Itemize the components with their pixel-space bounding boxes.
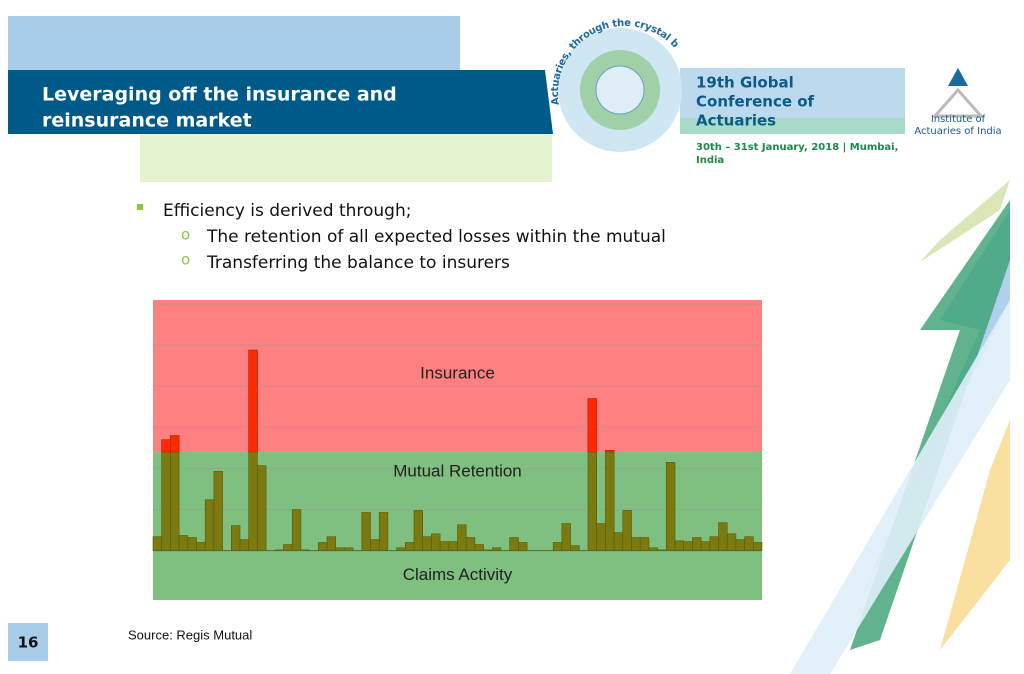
conference-band xyxy=(680,118,905,134)
page-number: 16 xyxy=(18,634,39,652)
bar xyxy=(735,539,745,551)
bar xyxy=(518,542,528,551)
bar xyxy=(674,540,684,551)
bar xyxy=(404,542,415,551)
source: Source: Regis Mutual xyxy=(128,627,252,642)
band-label: Claims Activity xyxy=(403,565,513,584)
bar xyxy=(639,537,650,551)
bar xyxy=(692,537,702,551)
bar xyxy=(561,523,571,551)
bar xyxy=(726,533,737,551)
chart: Insurance Mutual Retention Claims Activity xyxy=(152,300,763,600)
title: reinsurance market xyxy=(42,110,252,132)
band-label: Insurance xyxy=(420,364,495,383)
conference: Actuaries xyxy=(696,112,776,130)
bar xyxy=(631,537,641,551)
institute-logo xyxy=(948,68,968,86)
bar xyxy=(317,542,328,551)
bar xyxy=(413,510,423,551)
bullet-text: Transferring the balance to insurers xyxy=(206,253,510,273)
header-block xyxy=(8,16,460,70)
bar-excess xyxy=(161,439,171,453)
bar xyxy=(170,435,180,551)
bar xyxy=(752,542,763,551)
title-band xyxy=(8,70,553,134)
bar-excess xyxy=(170,435,180,453)
page-box xyxy=(8,623,48,661)
bullet xyxy=(137,204,143,210)
bar xyxy=(570,545,580,551)
title: Leveraging off the insurance and xyxy=(42,84,397,106)
bar xyxy=(439,541,450,551)
bar xyxy=(291,509,302,551)
header-block xyxy=(140,134,552,182)
bar xyxy=(457,524,467,551)
bar xyxy=(196,542,206,551)
bar xyxy=(431,533,441,551)
bar xyxy=(474,544,484,551)
bar xyxy=(700,541,711,551)
bar xyxy=(744,536,754,551)
bar xyxy=(152,536,162,551)
dates: 30th – 31st January, 2018 | Mumbai, xyxy=(696,142,898,153)
bar xyxy=(239,539,249,551)
bar xyxy=(509,537,519,551)
bar-excess xyxy=(605,450,615,453)
logo xyxy=(595,65,645,115)
bar xyxy=(213,471,223,551)
bar xyxy=(378,512,389,551)
sub-bullet: o xyxy=(181,251,190,269)
deco xyxy=(790,300,1010,674)
bullet-text: Efficiency is derived through; xyxy=(163,201,411,221)
bar xyxy=(622,510,632,551)
conference-band xyxy=(680,68,905,118)
institute: Institute of xyxy=(931,114,986,125)
deco xyxy=(940,420,1010,650)
institute: Actuaries of India xyxy=(914,126,1001,137)
bar xyxy=(361,512,371,551)
bar xyxy=(370,539,380,551)
sub-bullet: o xyxy=(181,226,190,244)
bar xyxy=(283,544,293,551)
bar xyxy=(683,541,693,551)
conference: 19th Global xyxy=(696,74,794,92)
bar xyxy=(709,536,719,551)
band-label: Mutual Retention xyxy=(393,462,522,481)
bar xyxy=(605,450,615,551)
bar-excess xyxy=(248,349,258,453)
bar xyxy=(187,537,197,551)
bar xyxy=(613,532,624,551)
bar xyxy=(552,542,563,551)
bar xyxy=(422,536,432,551)
bar xyxy=(257,465,267,551)
bar xyxy=(231,525,241,551)
bar xyxy=(326,536,336,551)
dates: India xyxy=(696,155,724,166)
deco xyxy=(920,180,1010,262)
bar xyxy=(665,462,676,551)
bar xyxy=(178,535,189,551)
bar xyxy=(161,439,171,551)
bar xyxy=(718,522,728,551)
conference: Conference of xyxy=(696,93,815,111)
bar xyxy=(204,499,215,551)
bar xyxy=(448,541,458,551)
institute-logo xyxy=(931,87,985,118)
bar xyxy=(596,523,606,551)
bar-excess xyxy=(587,398,597,453)
bullet-text: The retention of all expected losses wit… xyxy=(206,227,666,247)
bar xyxy=(465,537,476,551)
